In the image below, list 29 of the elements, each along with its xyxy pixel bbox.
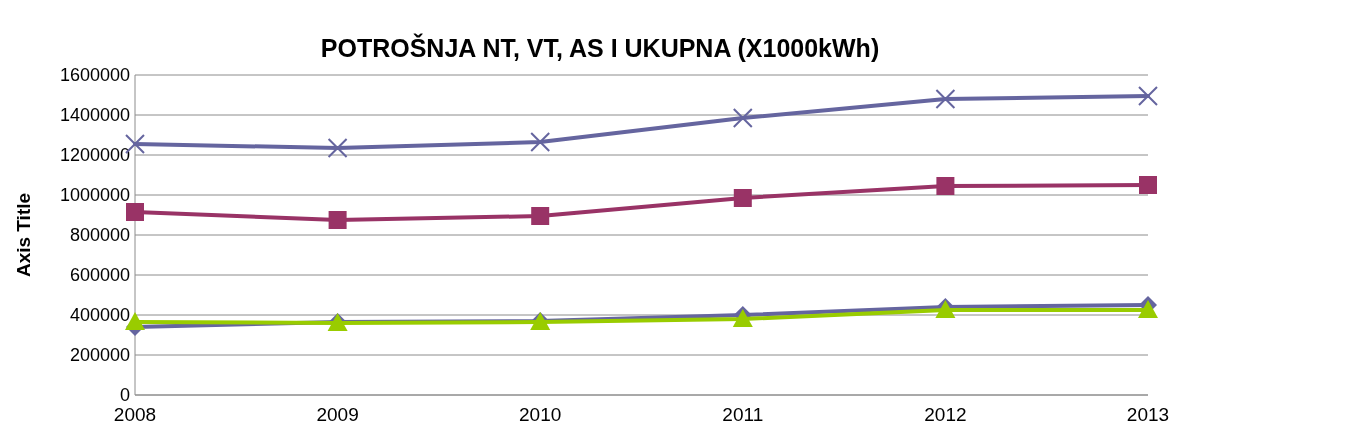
point xyxy=(328,211,347,229)
y-tick-label: 800000 xyxy=(69,225,130,246)
y-axis-title: Axis Title xyxy=(13,192,34,278)
point xyxy=(1139,176,1157,194)
point xyxy=(126,203,144,221)
y-tick-label: 1200000 xyxy=(59,145,130,166)
point xyxy=(732,108,753,128)
x-tick-label: 2012 xyxy=(924,404,967,425)
point xyxy=(530,132,551,152)
y-tick-label: 1000000 xyxy=(59,185,130,206)
point xyxy=(327,138,348,158)
x-tick-label: 2009 xyxy=(316,404,359,425)
point xyxy=(936,177,955,195)
x-tick-label: 2013 xyxy=(1126,404,1170,425)
y-tick-label: 600000 xyxy=(69,265,130,286)
point xyxy=(531,207,550,225)
x-tick-label: 2011 xyxy=(722,404,764,425)
point xyxy=(1138,300,1158,318)
y-tick-label: 200000 xyxy=(69,345,130,366)
x-tick-label: 2008 xyxy=(113,404,157,425)
point xyxy=(1138,86,1158,106)
point xyxy=(935,89,956,109)
point xyxy=(733,189,752,207)
y-tick-label: 1600000 xyxy=(59,65,130,86)
y-tick-label: 400000 xyxy=(69,305,130,326)
chart-title: POTROŠNJA NT, VT, AS I UKUPNA (X1000kWh) xyxy=(320,33,880,62)
x-tick-label: 2010 xyxy=(519,404,562,425)
y-tick-label: 1400000 xyxy=(59,105,130,126)
y-tick-label: 0 xyxy=(119,385,130,406)
